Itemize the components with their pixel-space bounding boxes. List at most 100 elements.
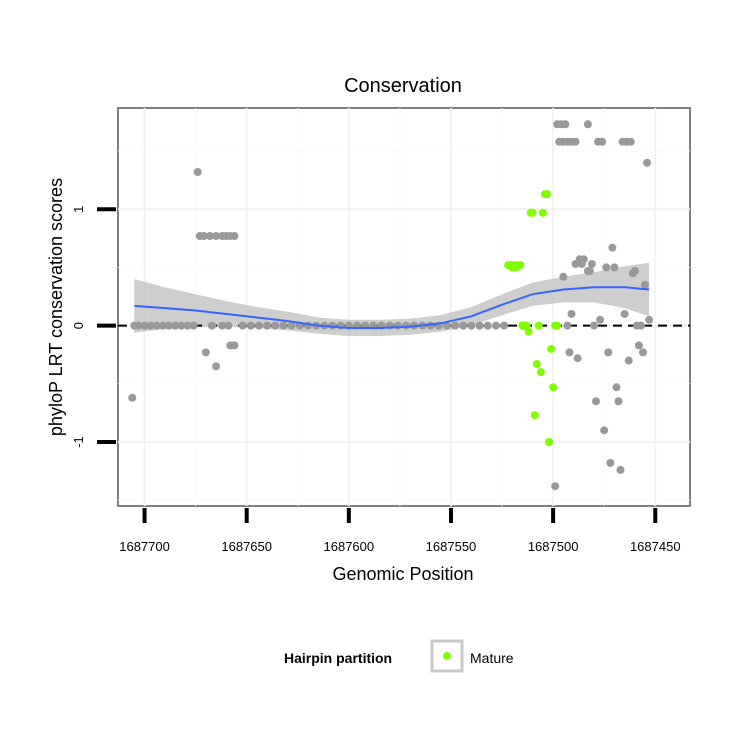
point-other [636, 321, 645, 330]
x-tick-label: 1687700 [119, 539, 170, 554]
point-other [287, 321, 296, 330]
point-other [573, 354, 582, 363]
point-other [152, 321, 161, 330]
point-other [224, 321, 233, 330]
point-other [475, 321, 484, 330]
point-other [639, 348, 648, 357]
point-other [393, 321, 402, 330]
point-mature [536, 368, 545, 377]
point-mature [543, 190, 551, 199]
x-tick-label: 1687650 [221, 539, 272, 554]
point-other [459, 321, 468, 330]
point-other [592, 397, 601, 406]
point-other [146, 321, 155, 330]
point-other [246, 321, 255, 330]
point-other [620, 309, 629, 318]
point-other [140, 321, 149, 330]
point-other [561, 120, 570, 129]
point-other [565, 348, 574, 357]
legend-key-dot [443, 652, 451, 660]
point-other [587, 259, 596, 268]
point-mature [524, 327, 533, 336]
point-other [614, 397, 623, 406]
point-other [212, 232, 221, 241]
point-other [467, 321, 476, 330]
point-other [571, 137, 580, 146]
point-other [563, 321, 572, 330]
point-mature [549, 383, 558, 392]
legend-entry-mature: Mature [470, 650, 514, 666]
point-other [483, 321, 492, 330]
point-other [626, 137, 635, 146]
point-other [634, 341, 643, 350]
point-other [500, 321, 509, 330]
point-other [442, 321, 451, 330]
point-other [171, 321, 180, 330]
point-other [451, 321, 460, 330]
point-other [177, 321, 186, 330]
point-other [600, 426, 609, 435]
point-other [134, 321, 143, 330]
point-other [201, 348, 210, 357]
x-tick-label: 1687500 [528, 539, 579, 554]
point-mature [530, 411, 539, 420]
point-other [598, 137, 607, 146]
point-other [624, 356, 633, 365]
point-other [630, 266, 639, 275]
point-other [402, 321, 411, 330]
point-other [238, 321, 247, 330]
y-tick-label: 1 [71, 206, 86, 213]
smooth-curve [134, 286, 650, 329]
point-mature [545, 437, 554, 446]
x-tick-label: 1687450 [630, 539, 681, 554]
axes: 1687700 1687650 1687600 1687550 1687500 16874… [71, 206, 681, 554]
point-mature [534, 321, 543, 330]
point-other [596, 315, 605, 324]
point-other [254, 321, 263, 330]
point-mature [547, 344, 556, 353]
point-mature [528, 208, 537, 217]
point-other [212, 362, 221, 371]
point-mature [516, 261, 525, 270]
point-other [645, 315, 654, 324]
point-mature [532, 360, 541, 369]
point-other [207, 321, 216, 330]
x-tick-label: 1687550 [426, 539, 477, 554]
point-other [205, 232, 214, 241]
point-other [612, 383, 621, 392]
point-other [218, 321, 227, 330]
point-other [199, 232, 208, 241]
chart-title: Conservation [344, 75, 462, 97]
point-other [158, 321, 167, 330]
point-other [608, 243, 617, 252]
point-other [606, 458, 615, 467]
smooth-line [134, 286, 650, 329]
point-other [551, 482, 560, 491]
point-other [491, 321, 500, 330]
point-other [610, 263, 619, 272]
point-other [583, 120, 592, 129]
x-axis-label: Genomic Position [332, 564, 473, 584]
data-points [128, 120, 654, 491]
point-other [128, 393, 137, 402]
point-other [271, 321, 280, 330]
point-mature [553, 321, 562, 330]
point-other [604, 348, 613, 357]
point-other [230, 341, 239, 350]
point-other [559, 272, 568, 281]
point-other [589, 321, 598, 330]
legend-title: Hairpin partition [284, 650, 392, 666]
legend: Hairpin partition Mature [284, 639, 514, 673]
x-tick-label: 1687600 [324, 539, 375, 554]
point-other [585, 266, 594, 275]
point-other [263, 321, 272, 330]
y-tick-label: 0 [71, 322, 86, 329]
point-other [193, 168, 202, 177]
point-other [165, 321, 174, 330]
point-other [230, 232, 239, 241]
y-axis-label: phyloP LRT conservation scores [46, 178, 66, 436]
point-other [279, 321, 288, 330]
point-other [641, 280, 650, 289]
point-other [567, 309, 576, 318]
